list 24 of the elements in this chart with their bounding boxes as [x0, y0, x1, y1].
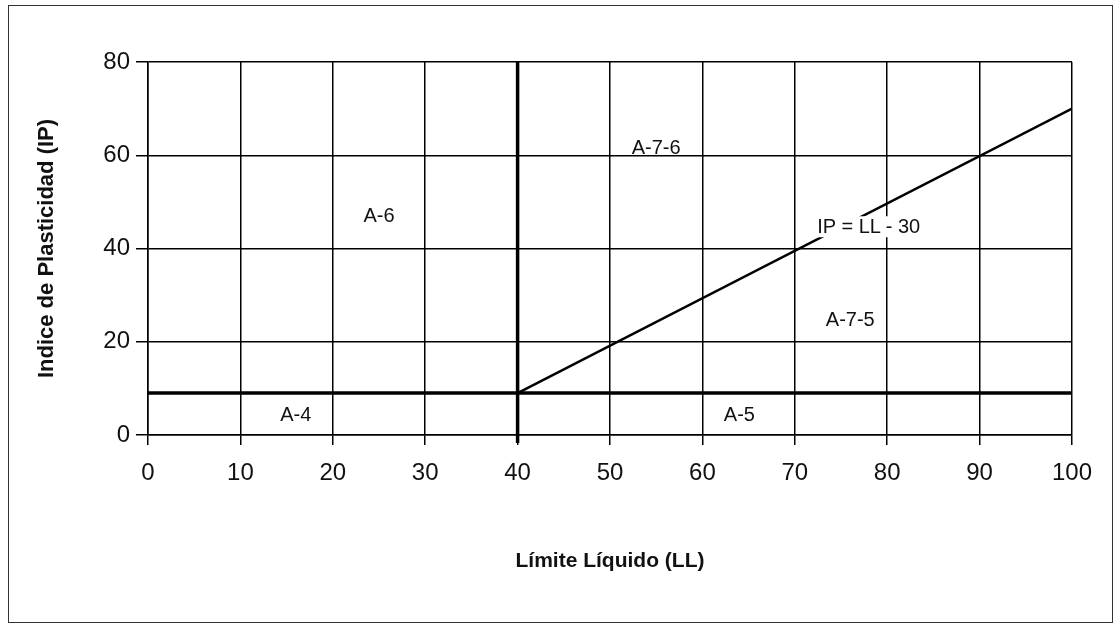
annotation: A-6 — [363, 203, 395, 226]
x-tick-label: 80 — [873, 458, 901, 486]
y-tick-label: 60 — [103, 139, 130, 167]
x-tick-label: 100 — [1051, 458, 1093, 486]
annotation: A-7-6 — [631, 136, 681, 159]
annotation: A-4 — [280, 403, 312, 426]
annotation: IP = LL - 30 — [817, 214, 921, 237]
y-axis-title: Indice de Plasticidad (IP) — [33, 118, 59, 379]
x-tick-label: 40 — [504, 458, 531, 486]
x-tick-label: 70 — [781, 458, 809, 486]
x-tick-label: 10 — [227, 458, 254, 486]
annotation: A-7-5 — [825, 308, 875, 331]
x-tick-label: 20 — [319, 458, 347, 486]
y-tick-label: 40 — [103, 233, 130, 261]
x-tick-label: 90 — [966, 458, 993, 486]
x-tick-label: 50 — [596, 458, 624, 486]
y-tick-label: 20 — [103, 326, 130, 354]
y-tick-label: 80 — [103, 46, 130, 74]
x-tick-label: 60 — [689, 458, 716, 486]
x-tick-label: 0 — [141, 458, 155, 486]
x-tick-label: 30 — [411, 458, 439, 486]
annotation: A-5 — [723, 403, 755, 426]
y-tick-label: 0 — [116, 419, 130, 447]
x-axis-title: Límite Líquido (LL) — [515, 548, 705, 572]
